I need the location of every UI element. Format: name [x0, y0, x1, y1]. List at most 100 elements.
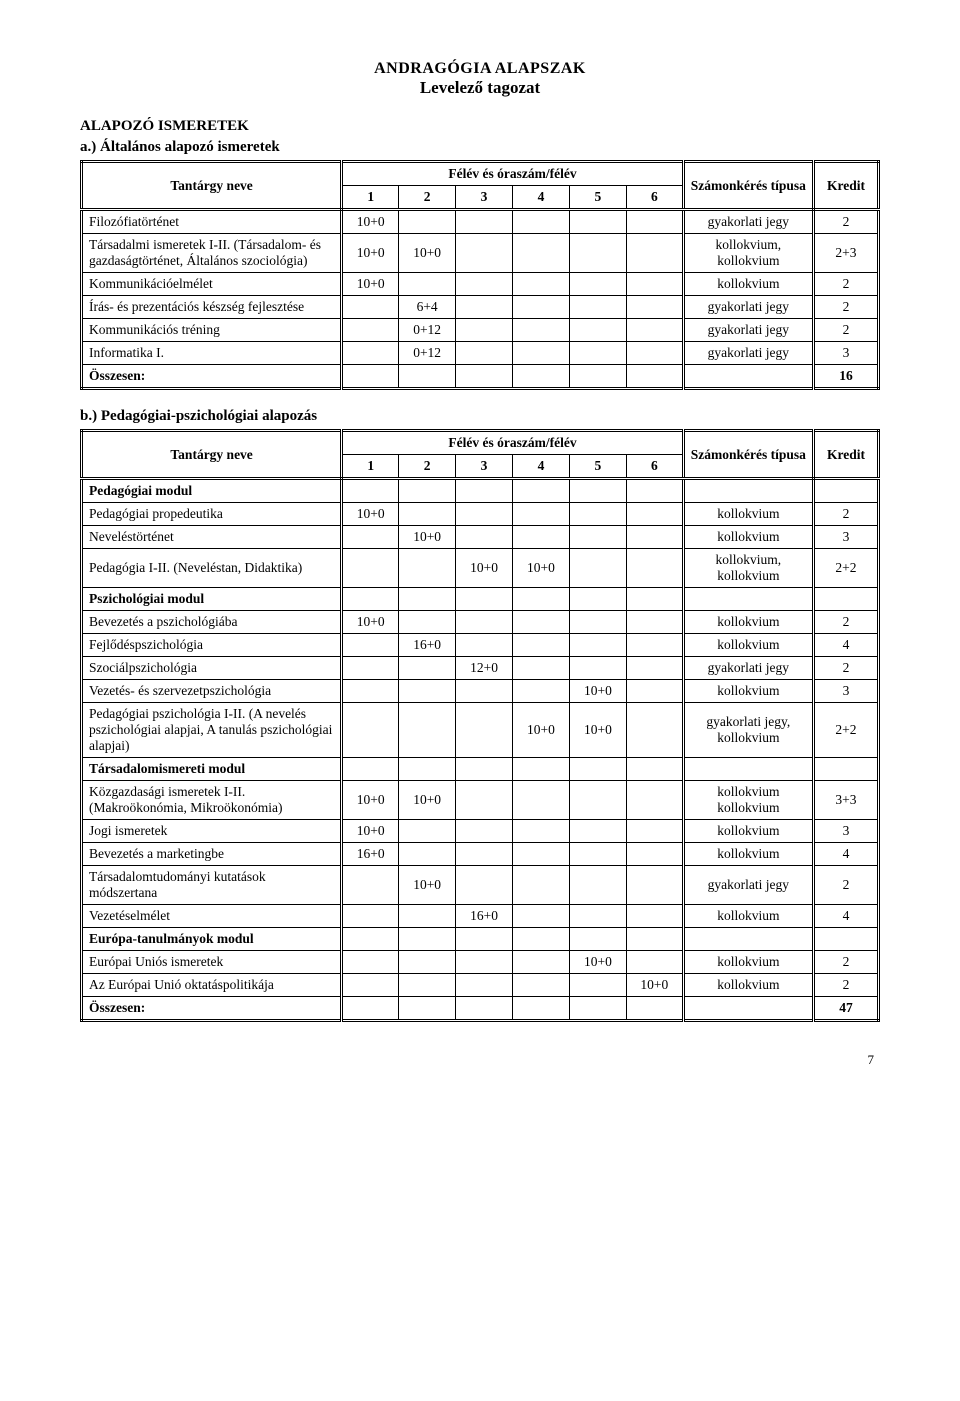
hours-cell	[456, 526, 513, 549]
col-assess: Számonkérés típusa	[683, 162, 813, 210]
hours-cell	[513, 951, 570, 974]
table-row: Pszichológiai modul	[82, 588, 879, 611]
subsection-b: b.) Pedagógiai-pszichológiai alapozás	[80, 408, 880, 425]
assess-cell: kollokvium	[683, 843, 813, 866]
table-row: Közgazdasági ismeretek I-II. (Makroökonó…	[82, 781, 879, 820]
hours-cell	[569, 905, 626, 928]
title-block: ANDRAGÓGIA ALAPSZAK Levelező tagozat	[80, 60, 880, 98]
hours-cell: 10+0	[342, 781, 399, 820]
hours-cell: 10+0	[569, 951, 626, 974]
assess-cell: kollokvium	[683, 974, 813, 997]
kredit-cell: 2	[813, 503, 878, 526]
module-row: Társadalomismereti modul	[82, 758, 342, 781]
kredit-cell: 3	[813, 680, 878, 703]
kredit-cell: 2	[813, 951, 878, 974]
table-row: Bevezetés a marketingbe16+0 kollokvium4	[82, 843, 879, 866]
hours-cell	[626, 843, 683, 866]
col-s1: 1	[342, 186, 399, 210]
kredit-cell: 4	[813, 634, 878, 657]
table-row: Európai Uniós ismeretek10+0kollokvium2	[82, 951, 879, 974]
hours-cell	[513, 319, 570, 342]
hours-cell	[513, 273, 570, 296]
hours-cell	[513, 657, 570, 680]
hours-cell	[399, 974, 456, 997]
hours-cell: 16+0	[342, 843, 399, 866]
cell	[569, 997, 626, 1021]
kredit-cell: 2	[813, 319, 878, 342]
subject-name: Pedagógiai propedeutika	[82, 503, 342, 526]
hours-cell	[513, 296, 570, 319]
cell	[569, 479, 626, 503]
hours-cell	[569, 273, 626, 296]
hours-cell	[513, 680, 570, 703]
kredit-cell: 2	[813, 210, 878, 234]
hours-cell	[569, 657, 626, 680]
hours-cell	[342, 974, 399, 997]
hours-cell	[626, 905, 683, 928]
assess-cell: kollokvium	[683, 905, 813, 928]
hours-cell: 10+0	[399, 526, 456, 549]
hours-cell	[569, 820, 626, 843]
subject-name: Írás- és prezentációs készség fejlesztés…	[82, 296, 342, 319]
hours-cell	[342, 680, 399, 703]
col-name: Tantárgy neve	[82, 162, 342, 210]
subsection-a: a.) Általános alapozó ismeretek	[80, 139, 880, 156]
hours-cell: 12+0	[456, 657, 513, 680]
hours-cell	[342, 526, 399, 549]
hours-cell	[342, 866, 399, 905]
hours-cell	[456, 296, 513, 319]
cell	[683, 758, 813, 781]
kredit-cell: 2+2	[813, 703, 878, 758]
hours-cell	[456, 703, 513, 758]
hours-cell	[513, 234, 570, 273]
hours-cell	[342, 951, 399, 974]
hours-cell	[456, 843, 513, 866]
hours-cell: 10+0	[342, 210, 399, 234]
subject-name: Bevezetés a marketingbe	[82, 843, 342, 866]
cell	[569, 758, 626, 781]
col-s4: 4	[513, 186, 570, 210]
table-row: Európa-tanulmányok modul	[82, 928, 879, 951]
hours-cell	[399, 843, 456, 866]
total-label: Összesen:	[82, 997, 342, 1021]
assess-cell: gyakorlati jegy, kollokvium	[683, 703, 813, 758]
kredit-cell: 4	[813, 843, 878, 866]
hours-cell	[456, 210, 513, 234]
col-s2: 2	[399, 455, 456, 479]
kredit-cell: 2	[813, 296, 878, 319]
kredit-cell: 4	[813, 905, 878, 928]
cell	[399, 928, 456, 951]
subject-name: Kommunikációelmélet	[82, 273, 342, 296]
subject-name: Az Európai Unió oktatáspolitikája	[82, 974, 342, 997]
hours-cell	[626, 657, 683, 680]
hours-cell	[626, 951, 683, 974]
cell	[399, 479, 456, 503]
total-row: Összesen:16	[82, 365, 879, 389]
subject-name: Bevezetés a pszichológiába	[82, 611, 342, 634]
subject-name: Társadalomtudományi kutatások módszertan…	[82, 866, 342, 905]
kredit-cell: 3	[813, 342, 878, 365]
hours-cell: 10+0	[342, 611, 399, 634]
table-row: Kommunikációelmélet10+0kollokvium2	[82, 273, 879, 296]
hours-cell: 16+0	[456, 905, 513, 928]
table-b: Tantárgy neve Félév és óraszám/félév Szá…	[80, 429, 880, 1022]
hours-cell: 0+12	[399, 319, 456, 342]
assess-cell: kollokvium	[683, 951, 813, 974]
col-kredit: Kredit	[813, 431, 878, 479]
cell	[813, 928, 878, 951]
hours-cell	[626, 549, 683, 588]
kredit-cell: 2	[813, 611, 878, 634]
hours-cell	[399, 820, 456, 843]
cell	[813, 588, 878, 611]
col-s5: 5	[569, 455, 626, 479]
hours-cell: 10+0	[342, 503, 399, 526]
hours-cell	[456, 866, 513, 905]
cell	[399, 365, 456, 389]
hours-cell	[399, 210, 456, 234]
cell	[626, 758, 683, 781]
hours-cell	[513, 210, 570, 234]
hours-cell	[456, 503, 513, 526]
cell	[342, 479, 399, 503]
table-row: Pedagógiai propedeutika10+0kollokvium2	[82, 503, 879, 526]
hours-cell	[569, 296, 626, 319]
